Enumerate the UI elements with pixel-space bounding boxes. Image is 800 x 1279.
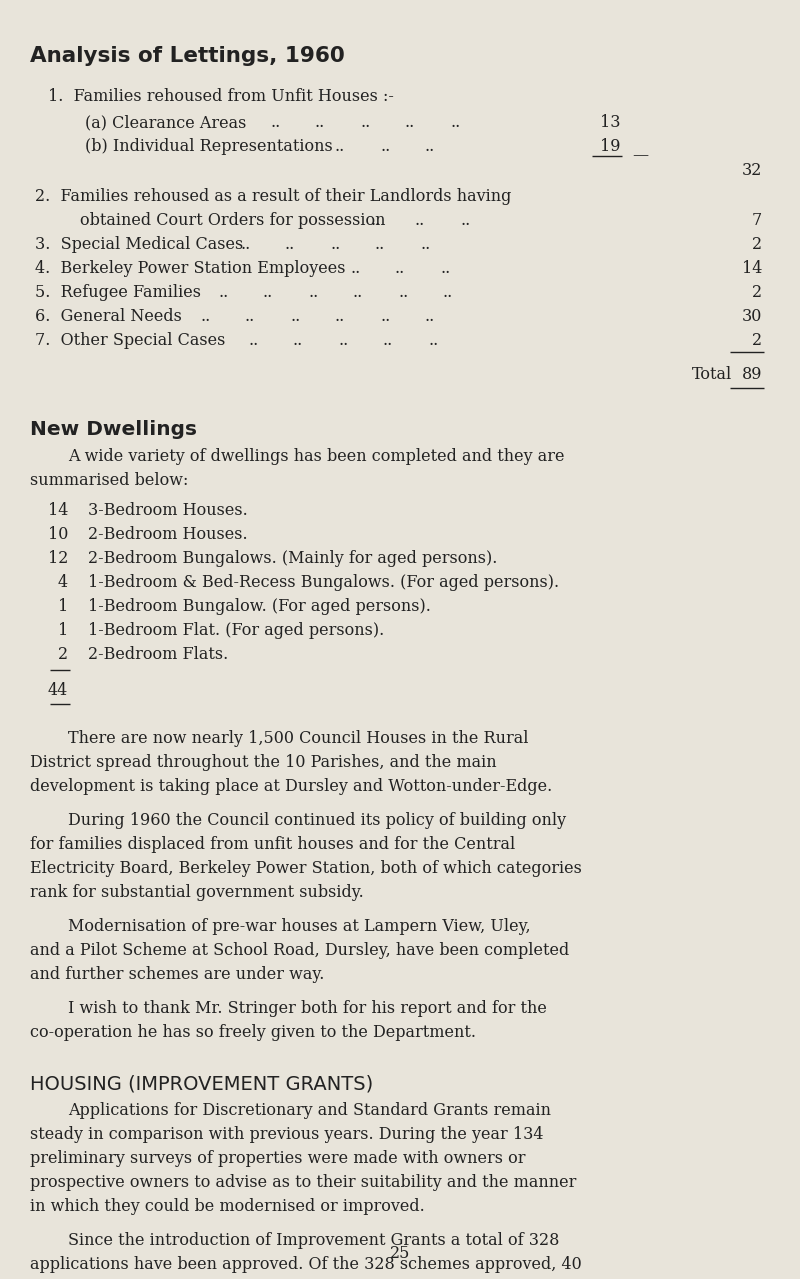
Text: ..: .. [375,237,386,253]
Text: ..: .. [380,308,390,325]
Text: 2: 2 [58,646,68,663]
Text: ..: .. [248,333,258,349]
Text: ..: .. [440,260,450,278]
Text: ..: .. [370,212,380,229]
Text: ..: .. [335,138,346,155]
Text: ..: .. [395,260,406,278]
Text: for families displaced from unfit houses and for the Central: for families displaced from unfit houses… [30,836,515,853]
Text: 1.  Families rehoused from Unfit Houses :-: 1. Families rehoused from Unfit Houses :… [48,88,394,105]
Text: 13: 13 [599,114,620,130]
Text: Total: Total [692,366,732,382]
Text: ..: .. [315,114,326,130]
Text: 25: 25 [390,1244,410,1262]
Text: 3-Bedroom Houses.: 3-Bedroom Houses. [88,501,248,519]
Text: ..: .. [263,284,274,301]
Text: 44: 44 [48,682,68,700]
Text: 1-Bedroom Bungalow. (For aged persons).: 1-Bedroom Bungalow. (For aged persons). [88,599,431,615]
Text: ..: .. [425,138,435,155]
Text: 14: 14 [742,260,762,278]
Text: ..: .. [443,284,454,301]
Text: ..: .. [450,114,460,130]
Text: 5.  Refugee Families: 5. Refugee Families [35,284,201,301]
Text: 2: 2 [752,333,762,349]
Text: 2-Bedroom Houses.: 2-Bedroom Houses. [88,526,248,544]
Text: Since the introduction of Improvement Grants a total of 328: Since the introduction of Improvement Gr… [68,1232,559,1250]
Text: Analysis of Lettings, 1960: Analysis of Lettings, 1960 [30,46,345,67]
Text: 2-Bedroom Bungalows. (Mainly for aged persons).: 2-Bedroom Bungalows. (Mainly for aged pe… [88,550,498,567]
Text: ..: .. [270,114,280,130]
Text: ..: .. [330,237,340,253]
Text: preliminary surveys of properties were made with owners or: preliminary surveys of properties were m… [30,1150,526,1166]
Text: —: — [632,147,648,164]
Text: 30: 30 [742,308,762,325]
Text: 2: 2 [752,284,762,301]
Text: steady in comparison with previous years. During the year 134: steady in comparison with previous years… [30,1126,543,1143]
Text: ..: .. [338,333,348,349]
Text: There are now nearly 1,500 Council Houses in the Rural: There are now nearly 1,500 Council House… [68,730,529,747]
Text: rank for substantial government subsidy.: rank for substantial government subsidy. [30,884,364,900]
Text: in which they could be modernised or improved.: in which they could be modernised or imp… [30,1198,425,1215]
Text: ..: .. [380,138,390,155]
Text: 2: 2 [752,237,762,253]
Text: 2.  Families rehoused as a result of their Landlords having: 2. Families rehoused as a result of thei… [35,188,511,205]
Text: 2-Bedroom Flats.: 2-Bedroom Flats. [88,646,228,663]
Text: (a) Clearance Areas: (a) Clearance Areas [85,114,246,130]
Text: 4.  Berkeley Power Station Employees: 4. Berkeley Power Station Employees [35,260,346,278]
Text: 14: 14 [48,501,68,519]
Text: During 1960 the Council continued its policy of building only: During 1960 the Council continued its po… [68,812,566,829]
Text: 89: 89 [742,366,762,382]
Text: 1: 1 [58,622,68,640]
Text: prospective owners to advise as to their suitability and the manner: prospective owners to advise as to their… [30,1174,576,1191]
Text: 10: 10 [48,526,68,544]
Text: ..: .. [460,212,470,229]
Text: (b) Individual Representations: (b) Individual Representations [85,138,333,155]
Text: ..: .. [245,308,255,325]
Text: summarised below:: summarised below: [30,472,188,489]
Text: and a Pilot Scheme at School Road, Dursley, have been completed: and a Pilot Scheme at School Road, Dursl… [30,943,570,959]
Text: District spread throughout the 10 Parishes, and the main: District spread throughout the 10 Parish… [30,755,497,771]
Text: I wish to thank Mr. Stringer both for his report and for the: I wish to thank Mr. Stringer both for hi… [68,1000,547,1017]
Text: ..: .. [428,333,438,349]
Text: Applications for Discretionary and Standard Grants remain: Applications for Discretionary and Stand… [68,1102,551,1119]
Text: ..: .. [425,308,435,325]
Text: applications have been approved. Of the 328 schemes approved, 40: applications have been approved. Of the … [30,1256,582,1273]
Text: and further schemes are under way.: and further schemes are under way. [30,966,324,984]
Text: ..: .. [360,114,370,130]
Text: A wide variety of dwellings has been completed and they are: A wide variety of dwellings has been com… [68,448,565,466]
Text: ..: .. [240,237,250,253]
Text: ..: .. [335,308,346,325]
Text: ..: .. [218,284,228,301]
Text: obtained Court Orders for possession: obtained Court Orders for possession [80,212,386,229]
Text: ..: .. [308,284,318,301]
Text: 19: 19 [599,138,620,155]
Text: ..: .. [383,333,394,349]
Text: ..: .. [290,308,300,325]
Text: 4: 4 [58,574,68,591]
Text: 7.  Other Special Cases: 7. Other Special Cases [35,333,226,349]
Text: ..: .. [285,237,295,253]
Text: ..: .. [398,284,408,301]
Text: Modernisation of pre-war houses at Lampern View, Uley,: Modernisation of pre-war houses at Lampe… [68,918,530,935]
Text: ..: .. [200,308,210,325]
Text: 12: 12 [48,550,68,567]
Text: 1: 1 [58,599,68,615]
Text: 3.  Special Medical Cases: 3. Special Medical Cases [35,237,243,253]
Text: New Dwellings: New Dwellings [30,420,197,439]
Text: ..: .. [415,212,426,229]
Text: 6.  General Needs: 6. General Needs [35,308,182,325]
Text: ..: .. [293,333,303,349]
Text: 1-Bedroom Flat. (For aged persons).: 1-Bedroom Flat. (For aged persons). [88,622,384,640]
Text: 1-Bedroom & Bed-Recess Bungalows. (For aged persons).: 1-Bedroom & Bed-Recess Bungalows. (For a… [88,574,559,591]
Text: ..: .. [420,237,430,253]
Text: development is taking place at Dursley and Wotton-under-Edge.: development is taking place at Dursley a… [30,778,552,796]
Text: ..: .. [350,260,360,278]
Text: 7: 7 [752,212,762,229]
Text: co-operation he has so freely given to the Department.: co-operation he has so freely given to t… [30,1024,476,1041]
Text: 32: 32 [742,162,762,179]
Text: ..: .. [353,284,363,301]
Text: HOUSING (IMPROVEMENT GRANTS): HOUSING (IMPROVEMENT GRANTS) [30,1074,374,1094]
Text: ..: .. [405,114,415,130]
Text: Electricity Board, Berkeley Power Station, both of which categories: Electricity Board, Berkeley Power Statio… [30,859,582,877]
